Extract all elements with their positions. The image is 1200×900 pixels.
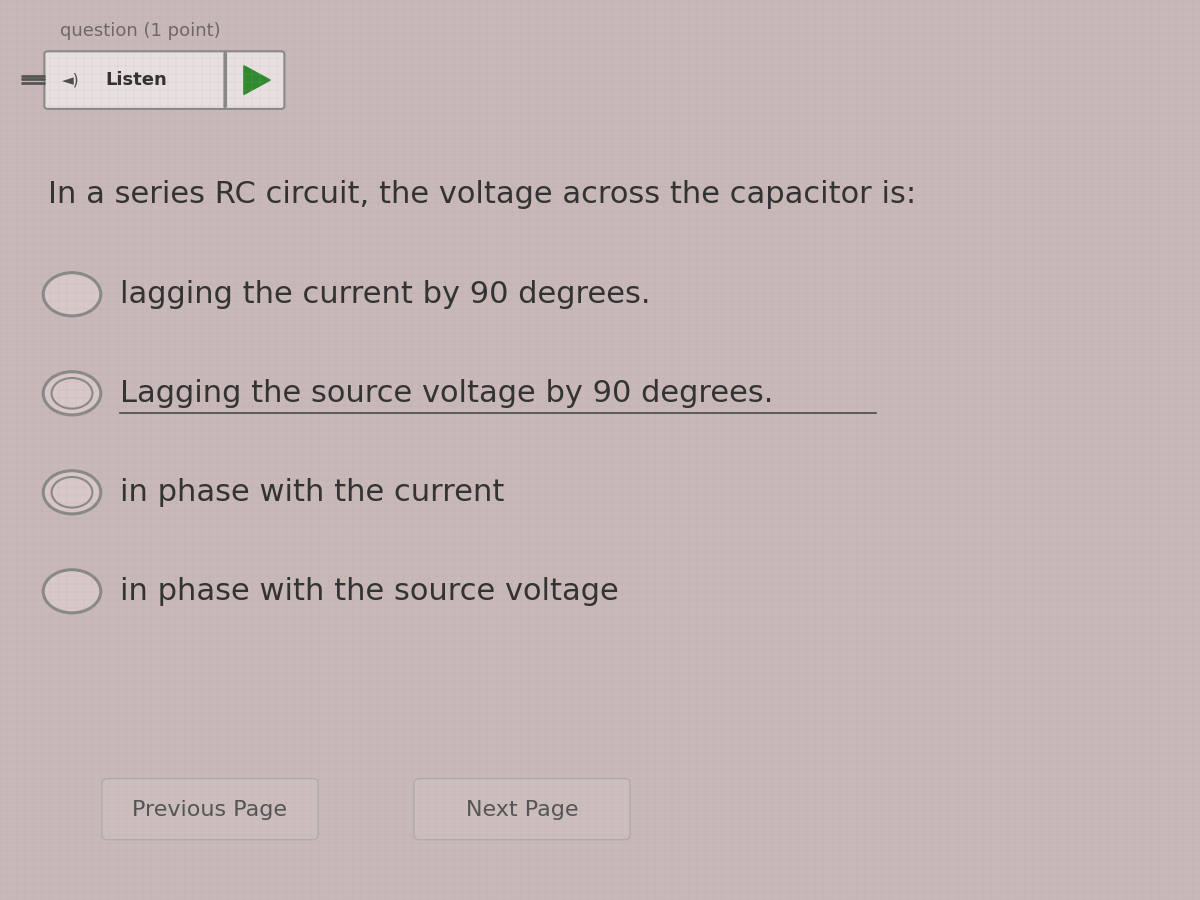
Text: lagging the current by 90 degrees.: lagging the current by 90 degrees.	[120, 280, 650, 309]
Text: Previous Page: Previous Page	[132, 800, 288, 820]
Circle shape	[43, 273, 101, 316]
Polygon shape	[244, 66, 270, 94]
Text: Lagging the source voltage by 90 degrees.: Lagging the source voltage by 90 degrees…	[120, 379, 773, 408]
Circle shape	[43, 471, 101, 514]
FancyBboxPatch shape	[224, 51, 284, 109]
FancyBboxPatch shape	[102, 778, 318, 840]
Circle shape	[43, 372, 101, 415]
Text: In a series RC circuit, the voltage across the capacitor is:: In a series RC circuit, the voltage acro…	[48, 180, 916, 209]
Text: Next Page: Next Page	[466, 800, 578, 820]
Text: in phase with the current: in phase with the current	[120, 478, 504, 507]
Text: Listen: Listen	[106, 71, 167, 89]
Circle shape	[43, 570, 101, 613]
Text: question (1 point): question (1 point)	[60, 22, 221, 40]
FancyBboxPatch shape	[414, 778, 630, 840]
FancyBboxPatch shape	[44, 51, 229, 109]
Text: ◄): ◄)	[62, 73, 80, 87]
Text: in phase with the source voltage: in phase with the source voltage	[120, 577, 619, 606]
